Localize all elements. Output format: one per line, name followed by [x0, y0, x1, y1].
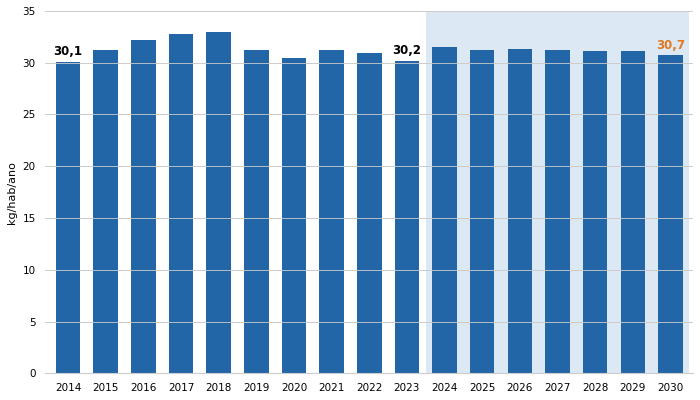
Bar — [658, 56, 682, 373]
Bar — [169, 34, 193, 373]
Bar — [508, 49, 532, 373]
Bar — [621, 51, 645, 373]
Text: 30,2: 30,2 — [393, 44, 421, 57]
Bar — [395, 61, 419, 373]
Bar — [56, 62, 80, 373]
Bar — [131, 40, 155, 373]
Text: 30,7: 30,7 — [656, 39, 685, 52]
Bar — [545, 50, 570, 373]
Bar — [426, 11, 690, 373]
Y-axis label: kg/hab/ano: kg/hab/ano — [7, 161, 17, 224]
Bar — [357, 53, 382, 373]
Bar — [244, 50, 269, 373]
Bar — [433, 47, 457, 373]
Bar — [281, 58, 306, 373]
Bar — [94, 50, 118, 373]
Text: 30,1: 30,1 — [54, 45, 83, 58]
Bar — [583, 51, 608, 373]
Bar — [206, 32, 231, 373]
Bar — [319, 50, 344, 373]
Bar — [470, 50, 494, 373]
